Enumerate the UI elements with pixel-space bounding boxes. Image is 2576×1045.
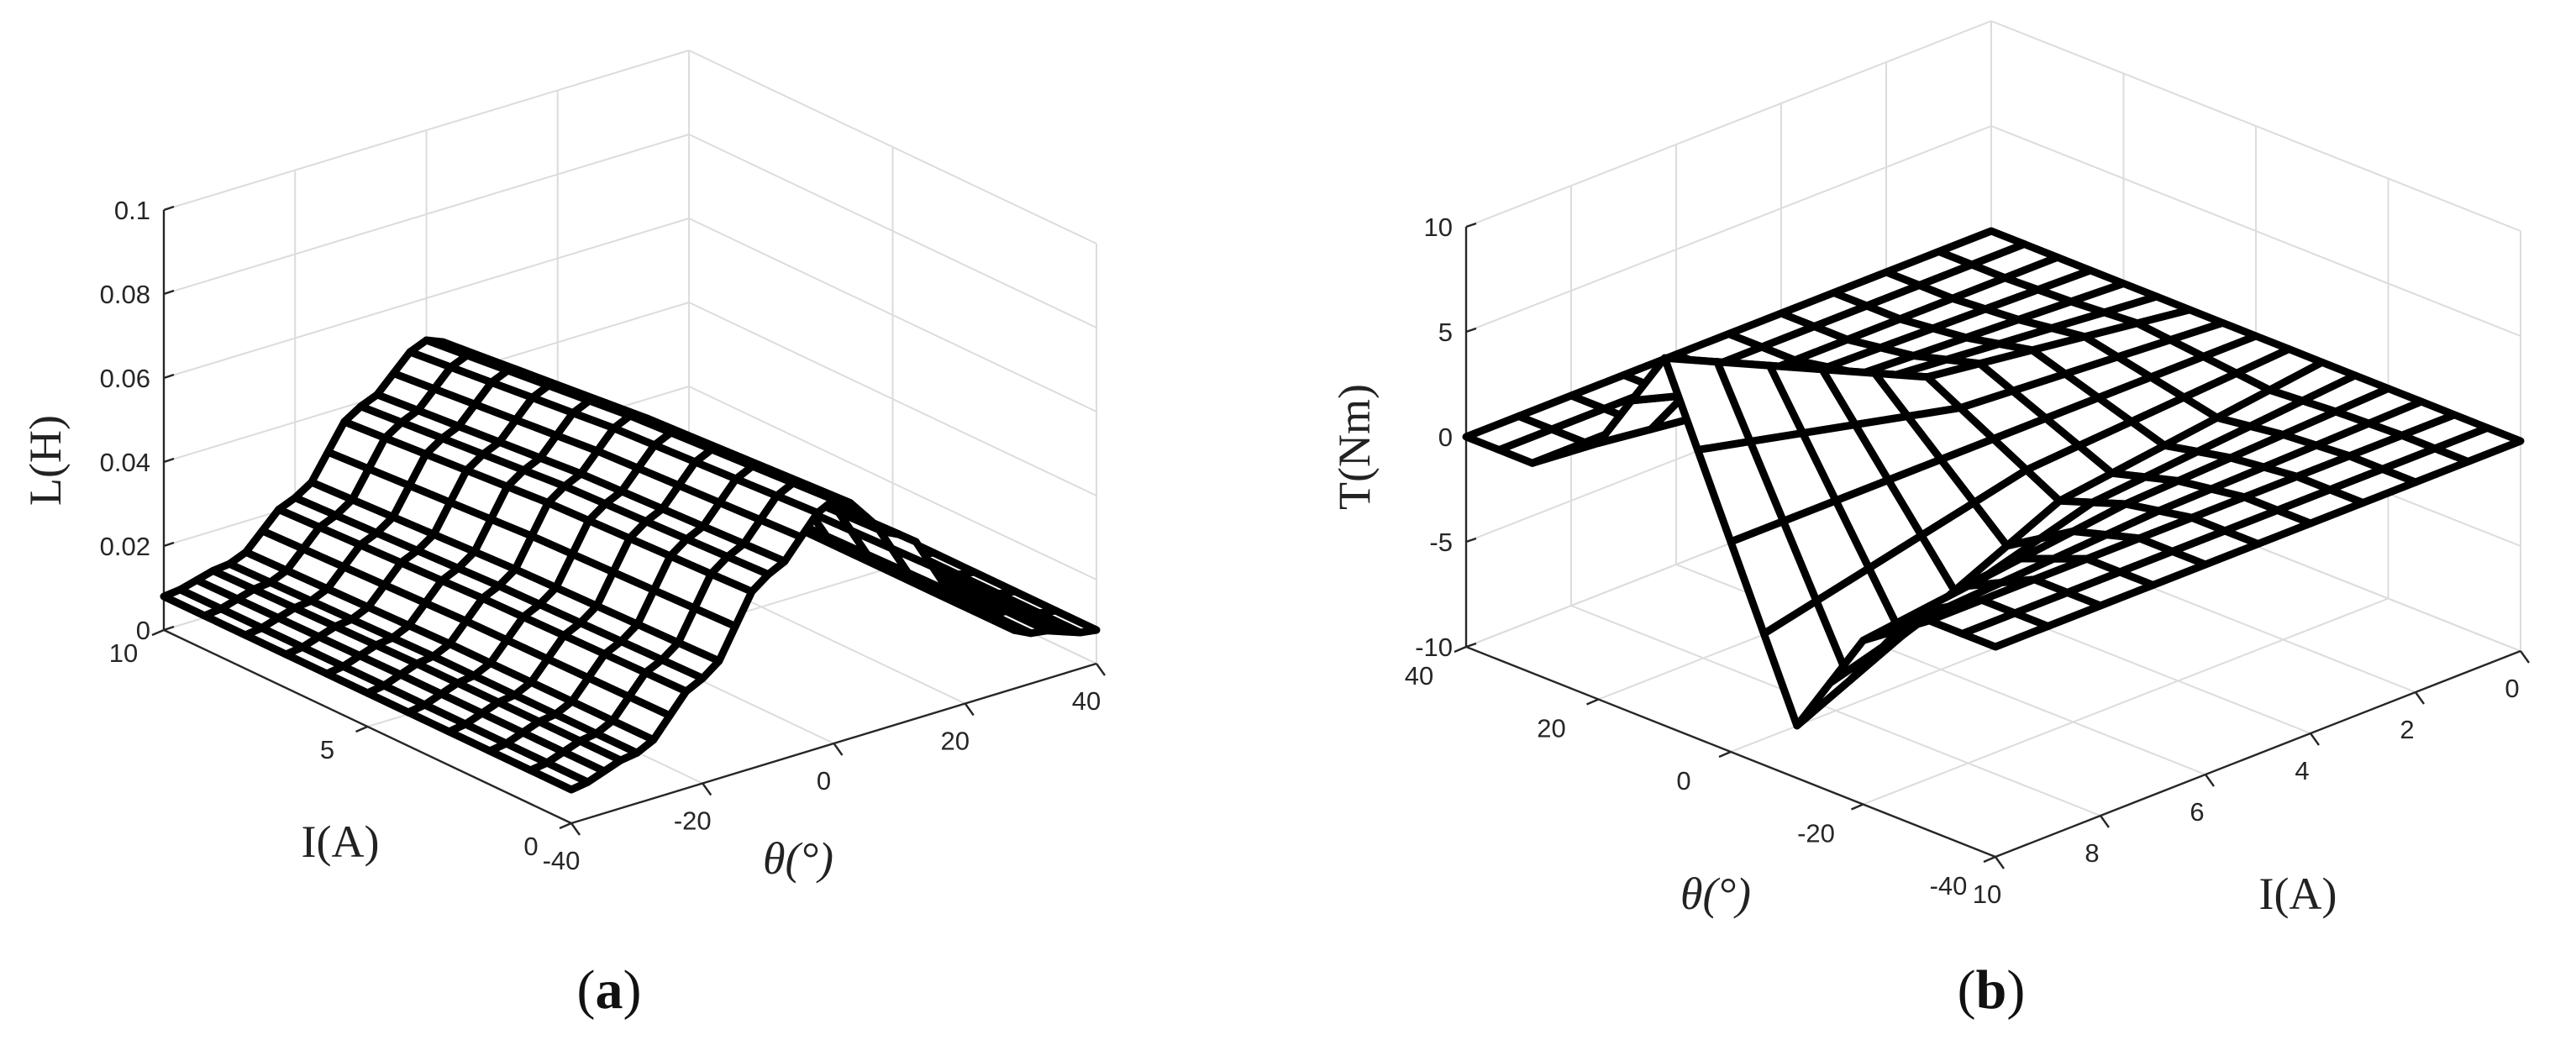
panel-b-u-tick — [2310, 733, 2320, 746]
panel-a-z-tick — [163, 205, 175, 212]
panel-b-v-tick — [1586, 698, 1599, 706]
panel-b-v-tick-label: -20 — [1797, 819, 1835, 848]
panel-b-caption-letter: b — [1976, 959, 2007, 1021]
panel-b-x-axis-label: I(A) — [2259, 869, 2337, 919]
panel-b-surface-mesh — [1462, 227, 2525, 730]
panel-a-u-tick — [1096, 663, 1106, 676]
panel-b-v-tick-label: 0 — [1676, 766, 1690, 796]
panel-b-z-grid-back — [1465, 125, 1992, 333]
panel-a-z-tick — [163, 541, 175, 548]
panel-b-z-tick-label: 10 — [1424, 213, 1453, 242]
panel-b-v-tick-label: 40 — [1405, 661, 1433, 691]
panel-a-u-tick-label: 40 — [1072, 686, 1101, 716]
panel-a-caption-letter: a — [596, 959, 623, 1021]
panel-b-v-grid-floor — [1863, 597, 2389, 806]
panel-a-z-tick — [163, 457, 175, 464]
panel-a-z-tick-label: 0.04 — [100, 448, 150, 477]
panel-a-mesh-cell — [527, 759, 591, 794]
panel-b-v-tick — [1718, 750, 1732, 759]
panel-b-z-grid-back — [1465, 20, 1992, 228]
panel-b-u-tick-label: 10 — [1973, 880, 2001, 909]
panel-b-z-tick — [1465, 327, 1477, 333]
panel-a-x-axis-label: θ(°) — [763, 833, 833, 884]
panel-b-v-tick-label: 20 — [1537, 714, 1565, 743]
panel-a-u-tick — [570, 822, 581, 836]
panel-a-u-tick-label: -20 — [674, 806, 712, 836]
panel-a-caption: (a) — [577, 959, 642, 1021]
panel-b-u-tick-label: 6 — [2190, 797, 2204, 827]
panel-a-z-tick — [163, 289, 175, 296]
panel-b-y-axis-label: θ(°) — [1680, 869, 1751, 919]
panel-a-u-tick-label: -40 — [543, 846, 581, 875]
panel-a-z-tick — [163, 625, 175, 632]
panel-b-z-tick-label: 5 — [1438, 318, 1453, 347]
panel-a-ticks: 0 0.02 0.04 0.06 0.08 0.1 -40 -20 0 20 40 0 5 10 — [100, 196, 1106, 875]
panel-a-v-tick — [559, 822, 572, 830]
panel-b-z-tick-label: -5 — [1429, 528, 1453, 557]
panel-a-z-tick-label: 0.1 — [114, 196, 150, 225]
panel-b-caption: (b) — [1958, 959, 2026, 1021]
panel-a-u-tick-label: 20 — [941, 727, 970, 756]
panel-a-v-tick — [355, 725, 368, 733]
panel-a-z-tick-label: 0 — [136, 616, 150, 645]
panel-b-z-tick — [1465, 537, 1477, 544]
panel-b-z-tick — [1465, 222, 1477, 228]
panel-b-z-tick-label: 0 — [1438, 423, 1453, 452]
panel-b-mesh-cell — [1958, 609, 2052, 651]
panel-b-v-tick — [1454, 645, 1467, 654]
panel-a-u-tick — [833, 743, 844, 756]
panel-a-v-tick-label: 10 — [109, 638, 138, 668]
panel-a-z-tick-label: 0.08 — [100, 280, 150, 309]
panel-a-u-tick-label: 0 — [817, 766, 831, 796]
panel-a-y-axis-label: I(A) — [302, 817, 380, 867]
panel-b-v-tick-label: -40 — [1930, 871, 1968, 901]
panel-b-v-tick — [1851, 803, 1864, 811]
panel-b-v-tick — [1983, 855, 1996, 864]
panel-b-u-tick-label: 0 — [2505, 674, 2519, 703]
panel-b-u-tick — [2520, 650, 2530, 664]
panel-b-u-tick-label: 4 — [2295, 756, 2309, 785]
panel-a-inductance-surface: 0 0.02 0.04 0.06 0.08 0.1 -40 -20 0 20 40 0 5 10 — [100, 50, 1106, 875]
panel-a-v-tick-label: 5 — [320, 735, 334, 764]
panel-a-u-tick — [964, 702, 975, 717]
panel-a-z-axis-label: L(H) — [20, 415, 71, 506]
panel-a-v-tick-label: 0 — [523, 832, 538, 861]
panel-a-v-tick — [151, 628, 165, 637]
panel-b-u-tick — [2100, 815, 2110, 828]
panel-a-z-tick-label: 0.06 — [100, 364, 150, 393]
panel-a-surface-mesh — [160, 336, 1101, 794]
panel-a-u-tick — [702, 782, 712, 796]
panel-a-z-tick-label: 0.02 — [100, 532, 150, 561]
panel-b-z-axis-label: T(Nm) — [1329, 384, 1380, 510]
panel-b-u-axis-line — [1995, 649, 2521, 859]
panel-b-u-tick — [1995, 856, 2005, 869]
panel-b-u-tick-label: 2 — [2400, 715, 2414, 744]
panel-b-u-tick-label: 8 — [2084, 838, 2099, 868]
panel-b-z-tick — [1465, 642, 1477, 649]
panel-b-u-tick — [2415, 691, 2425, 705]
panel-b-z-tick-label: -10 — [1415, 633, 1453, 662]
panel-b-u-tick — [2205, 774, 2215, 787]
panel-a-z-tick — [163, 373, 175, 380]
